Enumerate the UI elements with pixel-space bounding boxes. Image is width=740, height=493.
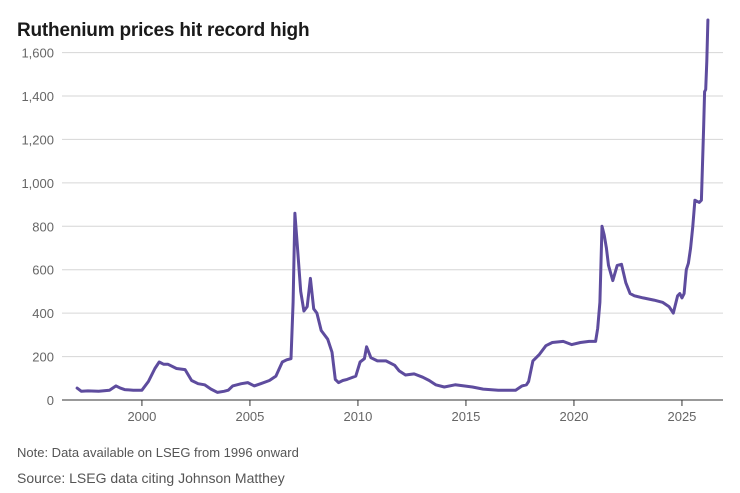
y-tick-label: 1,400 — [21, 89, 54, 104]
y-tick-label: 600 — [32, 263, 54, 278]
y-tick-label: 400 — [32, 306, 54, 321]
chart-note: Note: Data available on LSEG from 1996 o… — [17, 445, 299, 460]
chart-source: Source: LSEG data citing Johnson Matthey — [17, 470, 285, 486]
x-tick-label: 2015 — [451, 409, 480, 424]
x-tick-label: 2005 — [235, 409, 264, 424]
x-tick-label: 2010 — [343, 409, 372, 424]
y-axis-tick-labels: 0 200 400 600 800 1,000 1,200 1,400 1,600 — [21, 46, 54, 408]
y-tick-label: 1,000 — [21, 176, 54, 191]
y-tick-label: 200 — [32, 350, 54, 365]
x-tick-label: 2020 — [559, 409, 588, 424]
series-lines — [75, 18, 710, 394]
grid-lines — [62, 52, 723, 358]
y-tick-label: 1,600 — [21, 46, 54, 61]
x-axis-ticks: 2000 2005 2010 2015 2020 2025 — [127, 400, 696, 424]
series-line-ruthenium-price — [75, 18, 710, 394]
x-tick-label: 2025 — [667, 409, 696, 424]
chart-title: Ruthenium prices hit record high — [17, 20, 310, 41]
x-tick-label: 2000 — [127, 409, 156, 424]
y-tick-label: 0 — [47, 393, 54, 408]
y-tick-label: 1,200 — [21, 132, 54, 147]
y-tick-label: 800 — [32, 219, 54, 234]
